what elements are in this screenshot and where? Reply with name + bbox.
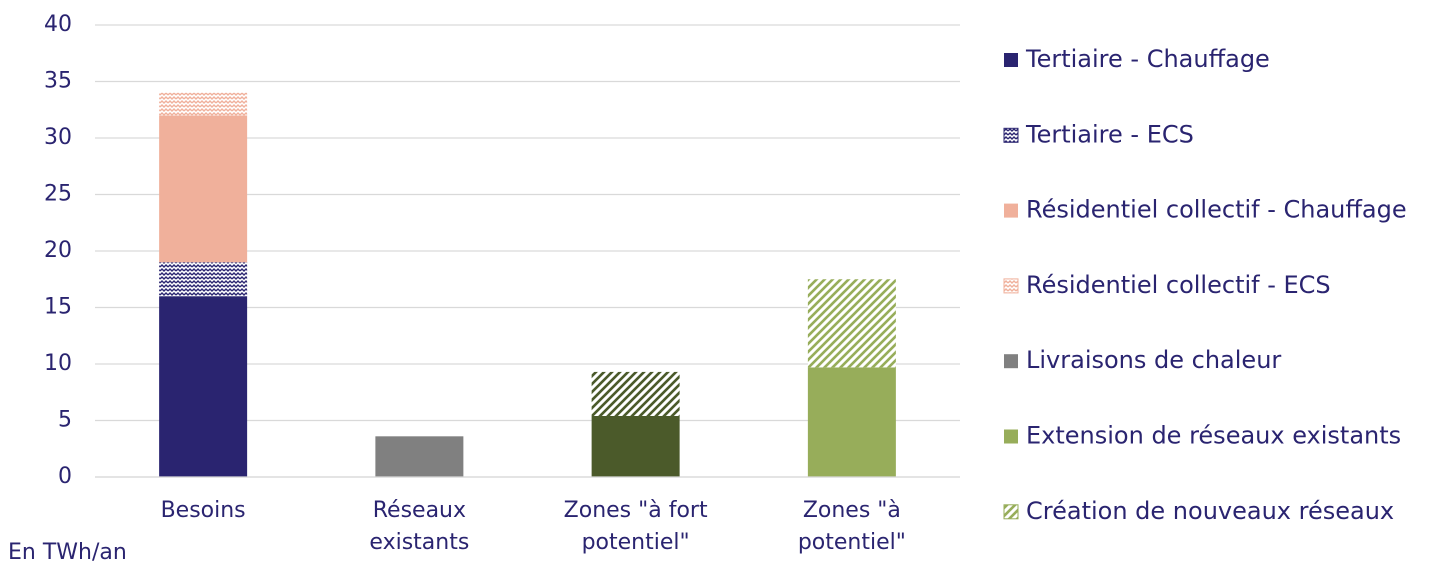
y-tick-label: 30	[44, 125, 72, 150]
y-tick-label: 0	[58, 464, 72, 489]
bar-segment	[159, 115, 248, 263]
legend-label: Extension de réseaux existants	[1026, 422, 1401, 450]
legend-label: Tertiaire - ECS	[1025, 120, 1194, 148]
legend-label: Résidentiel collectif - Chauffage	[1026, 196, 1407, 224]
legend-swatch	[1004, 203, 1018, 218]
y-tick-label: 5	[58, 408, 72, 433]
bar-segment	[159, 92, 248, 116]
footnote: En TWh/an	[8, 540, 127, 565]
x-tick-label: Besoins	[160, 498, 246, 523]
legend-label: Tertiaire - Chauffage	[1025, 45, 1270, 73]
legend-swatch	[1004, 53, 1018, 67]
y-tick-label: 35	[44, 69, 72, 94]
legend-label: Livraisons de chaleur	[1026, 346, 1281, 374]
x-tick-label: Réseaux existants	[369, 498, 470, 555]
bar-segment	[807, 279, 896, 368]
bar-segment	[375, 436, 464, 477]
legend-label: Résidentiel collectif - ECS	[1026, 271, 1331, 299]
y-tick-label: 10	[44, 351, 72, 376]
legend-swatch	[1004, 354, 1018, 369]
legend-swatch	[1003, 504, 1019, 520]
legend-swatch	[1003, 278, 1019, 294]
x-tick-label: Zones "à fort potentiel"	[563, 498, 708, 555]
x-tick-label: Zones "à potentiel"	[797, 498, 906, 555]
legend-swatch	[1004, 429, 1018, 444]
y-tick-label: 40	[44, 12, 72, 37]
legend-label: Création de nouveaux réseaux	[1026, 497, 1394, 525]
y-tick-label: 25	[44, 182, 72, 207]
bar-segment	[807, 367, 896, 477]
bar-segment	[159, 296, 248, 477]
bar-segment	[591, 415, 680, 477]
y-tick-label: 20	[44, 238, 72, 263]
bar-segment	[159, 262, 248, 297]
legend-swatch	[1003, 127, 1019, 143]
bar-segment	[591, 371, 680, 416]
y-tick-label: 15	[44, 295, 72, 320]
